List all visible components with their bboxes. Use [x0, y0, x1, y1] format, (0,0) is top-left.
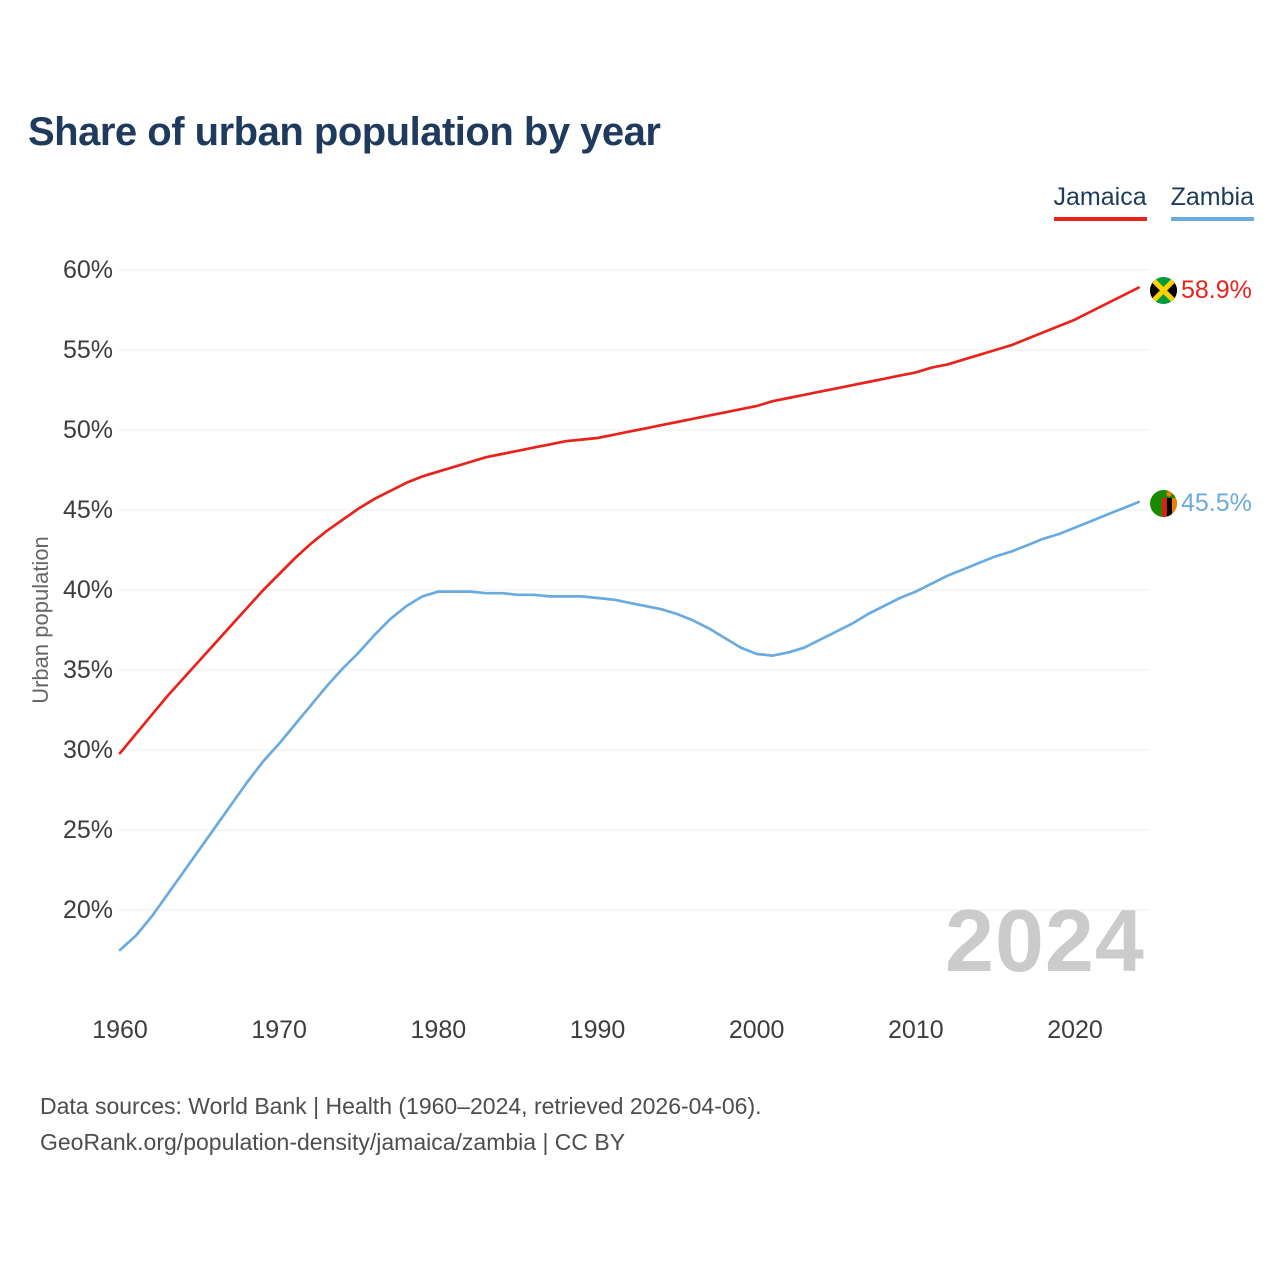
- y-tick-label: 50%: [63, 416, 113, 444]
- page-title: Share of urban population by year: [28, 110, 661, 154]
- x-tick-label: 1980: [411, 1016, 467, 1044]
- jamaica-end-label: 58.9%: [1150, 275, 1252, 305]
- x-tick-label: 1970: [251, 1016, 307, 1044]
- x-tick-label: 2020: [1047, 1016, 1103, 1044]
- jamaica-flag-icon: [1150, 276, 1177, 304]
- legend-item-jamaica[interactable]: Jamaica: [1053, 183, 1147, 221]
- y-tick-label: 25%: [63, 816, 113, 844]
- x-tick-label: 1990: [570, 1016, 626, 1044]
- zambia-end-value: 45.5%: [1181, 488, 1252, 517]
- zambia-flag-icon: [1150, 489, 1177, 517]
- data-source-footer: Data sources: World Bank | Health (1960–…: [40, 1088, 762, 1160]
- y-tick-label: 40%: [63, 576, 113, 604]
- legend-item-zambia[interactable]: Zambia: [1170, 183, 1254, 221]
- jamaica-end-value: 58.9%: [1181, 275, 1252, 304]
- y-tick-label: 55%: [63, 336, 113, 364]
- zambia-end-label: 45.5%: [1150, 488, 1252, 518]
- y-tick-label: 45%: [63, 496, 113, 524]
- y-tick-label: 35%: [63, 656, 113, 684]
- x-tick-label: 2010: [888, 1016, 944, 1044]
- y-tick-label: 20%: [63, 896, 113, 924]
- jamaica-line[interactable]: [118, 286, 1141, 755]
- legend: Jamaica Zambia: [1053, 183, 1254, 221]
- x-tick-label: 2000: [729, 1016, 785, 1044]
- footer-line-2: GeoRank.org/population-density/jamaica/z…: [40, 1129, 626, 1155]
- zambia-line[interactable]: [118, 500, 1141, 952]
- y-tick-label: 60%: [63, 256, 113, 284]
- y-tick-label: 30%: [63, 736, 113, 764]
- y-axis-title: Urban population: [28, 536, 53, 704]
- watermark-year: 2024: [945, 891, 1145, 990]
- x-tick-label: 1960: [92, 1016, 148, 1044]
- footer-line-1: Data sources: World Bank | Health (1960–…: [40, 1093, 762, 1119]
